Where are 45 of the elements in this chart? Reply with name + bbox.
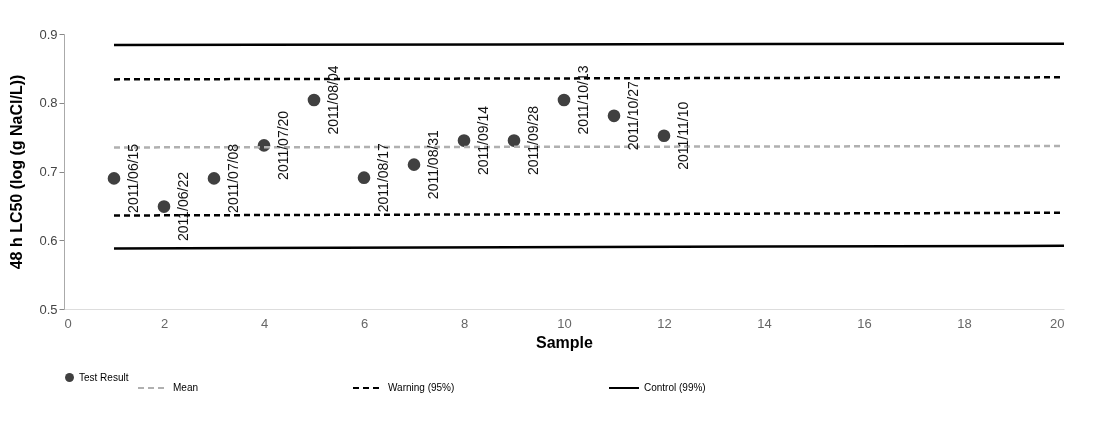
legend-label: Mean <box>173 382 199 393</box>
point <box>407 158 421 171</box>
point <box>157 200 171 213</box>
point <box>557 93 571 107</box>
x-tick-label: 14 <box>757 315 772 331</box>
point <box>357 171 371 184</box>
annotation: 2011/06/22 <box>175 171 191 242</box>
point <box>307 93 321 107</box>
legend-label: Test Result <box>79 371 129 383</box>
x-tick-label: 6 <box>360 315 369 331</box>
point <box>657 129 671 143</box>
x-tick-label: 16 <box>857 315 872 331</box>
point <box>207 172 221 185</box>
legend-label: Warning (95%) <box>388 382 455 393</box>
x-tick-label: 12 <box>657 315 672 331</box>
x-tick-label: 8 <box>460 315 469 331</box>
x-tick-label: 10 <box>557 315 572 331</box>
y-tick-label: 0.5 <box>39 301 58 317</box>
annotation: 2011/08/17 <box>375 142 391 213</box>
y-tick-label: 0.7 <box>39 164 58 179</box>
annotation: 2011/11/10 <box>675 101 691 170</box>
annotation: 2011/07/08 <box>225 143 241 213</box>
annotation: 2011/08/31 <box>425 129 441 200</box>
y-tick-label: 0.6 <box>39 232 58 248</box>
x-tick-label: 0 <box>64 315 72 331</box>
x-tick-label: 20 <box>1050 315 1065 331</box>
annotation: 2011/10/27 <box>625 81 641 151</box>
y-tick-label: 0.9 <box>39 26 58 42</box>
legend-label: Control (99%) <box>644 382 706 393</box>
y-axis-title: 48 h LC50 (log (g NaCl/L)) <box>8 74 26 270</box>
y-tick-label: 0.8 <box>39 95 58 111</box>
x-tick-label: 18 <box>957 315 972 331</box>
annotation: 2011/09/14 <box>475 105 491 176</box>
x-tick-label: 2 <box>160 315 169 331</box>
x-axis-title: Sample <box>536 333 594 351</box>
annotation: 2011/09/28 <box>525 105 541 176</box>
annotation: 2011/10/13 <box>575 65 591 135</box>
point <box>607 109 621 123</box>
x-tick-label: 4 <box>260 315 269 331</box>
point <box>507 134 521 147</box>
point <box>107 172 121 185</box>
annotation: 2011/06/15 <box>125 143 141 213</box>
point <box>457 134 471 147</box>
annotation: 2011/08/04 <box>325 65 341 135</box>
annotation: 2011/07/20 <box>275 110 291 180</box>
